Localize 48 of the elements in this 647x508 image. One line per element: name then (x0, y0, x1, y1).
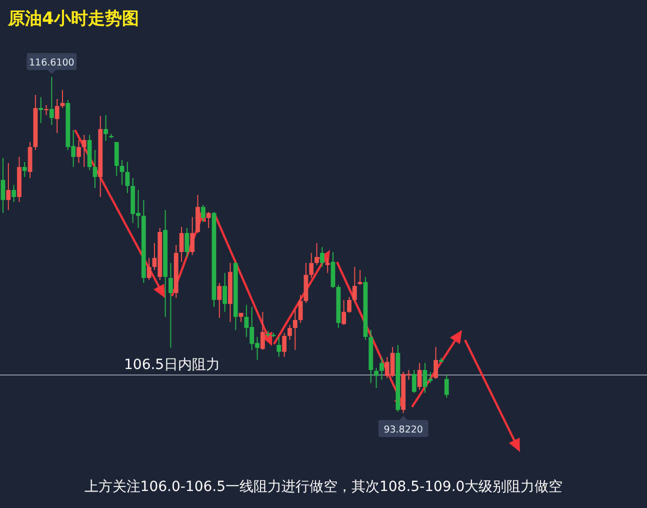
annotation: 116.6100 (29, 58, 74, 68)
candlestick (114, 142, 119, 176)
candlestick (434, 346, 438, 380)
text: 上方关注106.0-106.5一线阻力进行做空，其次108.5-109.0大级别阻力做空 (84, 479, 563, 495)
candlestick (125, 161, 130, 194)
candlestick (82, 134, 86, 168)
candlestick (179, 226, 184, 262)
candlestick (276, 336, 282, 358)
candlestick (190, 216, 195, 256)
candlestick (292, 309, 298, 350)
candlestick (222, 272, 228, 312)
candlestick (352, 266, 357, 303)
chart-title: 原油4小时走势图 (7, 9, 139, 29)
candlestick (374, 367, 378, 388)
candlestick (168, 262, 173, 348)
candlestick (0, 157, 6, 214)
candlestick (184, 227, 190, 258)
candlestick (92, 149, 98, 189)
candlestick (6, 162, 11, 210)
candlestick (104, 114, 108, 142)
candlestick (49, 76, 54, 126)
candlestick (217, 282, 222, 318)
candlestick (200, 204, 206, 222)
candlestick (146, 257, 152, 280)
annotation: 93.8220 (384, 424, 423, 436)
candlestick (347, 296, 352, 314)
candlestick (298, 294, 303, 324)
candlestick (325, 257, 330, 274)
candlestick (320, 246, 324, 268)
candlestick (206, 211, 211, 228)
candlestick (260, 311, 265, 350)
candlestick (314, 242, 319, 266)
candlestick (412, 369, 416, 394)
annotation: 106.5日内阻力 (124, 356, 220, 373)
candlestick (342, 299, 346, 326)
candlestick (54, 98, 60, 134)
candlestick (444, 374, 449, 398)
candlestick (120, 160, 124, 186)
candlestick (12, 184, 16, 203)
candlestick (282, 332, 287, 358)
candlestick (380, 356, 384, 380)
candlestick (417, 362, 422, 390)
candlestick (309, 252, 314, 278)
candlestick (76, 139, 81, 164)
candlestick (358, 270, 362, 286)
candlestick (288, 324, 292, 340)
candlestick (22, 161, 27, 178)
candlestick (38, 96, 44, 124)
